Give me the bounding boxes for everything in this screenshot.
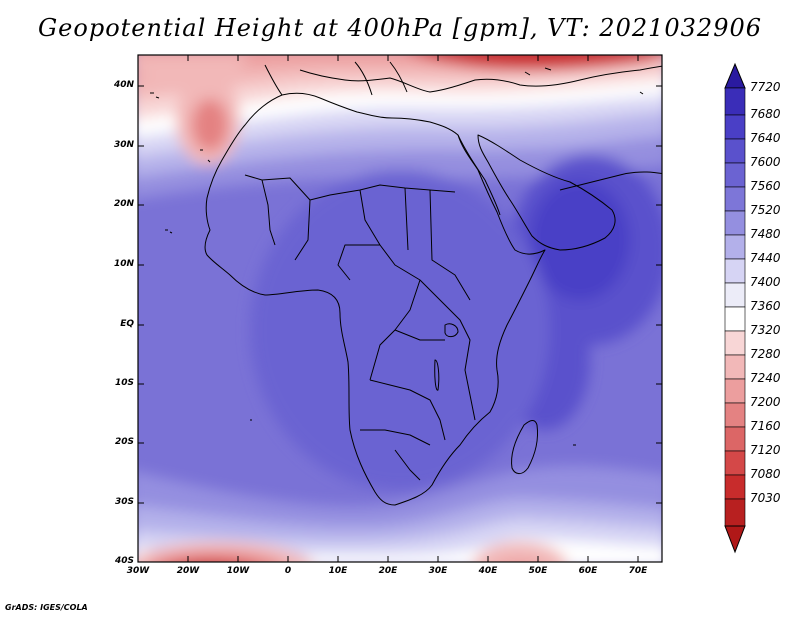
colorbar-segment-2 [724,138,746,164]
colorbar-segment-3 [724,162,746,188]
legend-label-7480: 7480 [750,227,781,241]
lon-label-30e: 30E [428,566,448,576]
legend-label-7080: 7080 [750,467,781,481]
lon-label-50e: 50E [528,566,548,576]
legend-label-7280: 7280 [750,347,781,361]
height-field [138,55,662,562]
colorbar-segment-10 [724,330,746,356]
axis-ticks [138,55,662,562]
lon-label-0: 0 [284,566,292,576]
colorbar-segment-7 [724,258,746,284]
lat-label-eq: EQ [120,319,134,329]
colorbar-segment-13 [724,402,746,428]
colorbar-segment-17 [724,498,746,527]
colorbar-segment-6 [724,234,746,260]
lon-label-20e: 20E [378,566,398,576]
colorbar-top-arrow [724,62,746,89]
lat-label-40s: 40S [114,556,134,566]
lon-label-40e: 40E [478,566,498,576]
lat-label-10n: 10N [113,259,134,269]
islands [150,67,644,446]
colorbar [724,62,746,554]
lon-label-30w: 30W [126,566,150,576]
colorbar-segment-16 [724,474,746,500]
colorbar-segment-5 [724,210,746,236]
legend-label-7120: 7120 [750,443,781,457]
lat-label-20n: 20N [113,199,134,209]
colorbar-segment-0 [724,87,746,116]
lat-label-20s: 20S [114,437,134,447]
legend-label-7030: 7030 [750,491,781,505]
lon-label-20w: 20W [176,566,200,576]
colorbar-segment-1 [724,114,746,140]
lat-label-10s: 10S [114,378,134,388]
page-title: Geopotential Height at 400hPa [gpm], VT:… [38,14,762,42]
legend-label-7600: 7600 [750,155,781,169]
legend-label-7240: 7240 [750,371,781,385]
legend-label-7320: 7320 [750,323,781,337]
coastlines [204,61,662,506]
footer-credit: GrADS: IGES/COLA [5,603,88,612]
colorbar-segment-9 [724,306,746,332]
lon-label-10w: 10W [226,566,250,576]
legend-label-7680: 7680 [750,107,781,121]
colorbar-bottom-arrow [724,525,746,554]
lon-label-70e: 70E [628,566,648,576]
legend-label-7400: 7400 [750,275,781,289]
legend-label-7160: 7160 [750,419,781,433]
lon-label-60e: 60E [578,566,598,576]
legend-label-7640: 7640 [750,131,781,145]
legend-label-7360: 7360 [750,299,781,313]
colorbar-segment-11 [724,354,746,380]
legend-label-7720: 7720 [750,80,781,94]
colorbar-segment-15 [724,450,746,476]
colorbar-segment-14 [724,426,746,452]
lon-label-10e: 10E [328,566,348,576]
colorbar-segment-4 [724,186,746,212]
lat-label-40n: 40N [113,80,134,90]
map-frame [137,54,663,563]
colorbar-segment-12 [724,378,746,404]
lat-label-30s: 30S [114,497,134,507]
legend-label-7560: 7560 [750,179,781,193]
legend-label-7200: 7200 [750,395,781,409]
legend-label-7520: 7520 [750,203,781,217]
colorbar-segment-8 [724,282,746,308]
legend-label-7440: 7440 [750,251,781,265]
lat-label-30n: 30N [113,140,134,150]
